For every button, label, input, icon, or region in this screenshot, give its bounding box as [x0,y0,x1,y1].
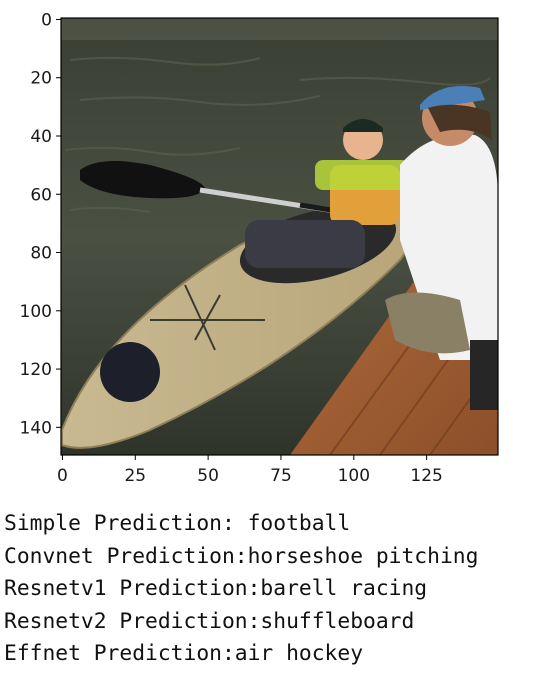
prediction-effnet: Effnet Prediction:air hockey [4,641,364,666]
y-tick-label: 80 [30,244,52,264]
kayak-photo [61,18,498,455]
image-plot: 0 25 50 75 100 125 0 20 40 60 80 100 120 140 [20,10,499,486]
y-tick-label: 140 [20,418,52,438]
y-axis: 0 20 40 60 80 100 120 140 [20,10,61,438]
y-tick-label: 120 [20,360,52,380]
x-tick-label: 25 [124,466,146,486]
y-tick-label: 20 [30,69,52,89]
prediction-convnet: Convnet Prediction:horseshoe pitching [4,543,479,569]
x-tick-label: 0 [57,466,68,486]
x-tick-label: 125 [410,466,442,486]
prediction-resnetv2: Resnetv2 Prediction:shuffleboard [4,608,415,634]
x-axis: 0 25 50 75 100 125 [57,455,443,486]
y-tick-label: 40 [30,127,52,147]
x-tick-label: 75 [270,466,292,486]
y-tick-label: 60 [30,185,52,205]
x-tick-label: 100 [338,466,370,486]
x-tick-label: 50 [197,466,219,486]
y-tick-label: 100 [20,302,52,322]
y-tick-label: 0 [41,10,52,30]
prediction-simple: Simple Prediction: football [4,511,351,536]
plot-frame [60,17,499,456]
prediction-list: Simple Prediction: football Convnet Pred… [4,508,478,671]
prediction-resnetv1: Resnetv1 Prediction:barell racing [4,576,428,601]
